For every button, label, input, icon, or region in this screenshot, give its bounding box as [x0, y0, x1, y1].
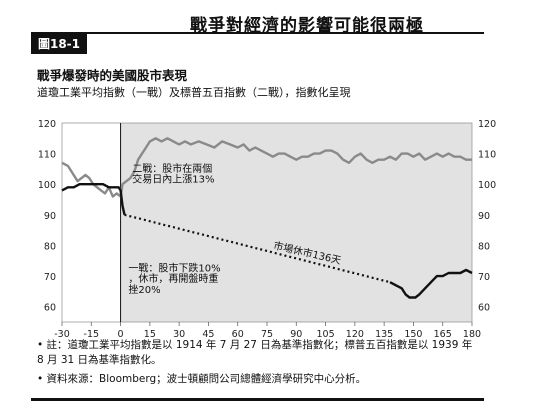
y-tick-label-left: 60: [44, 303, 56, 314]
x-tick-label: 90: [290, 329, 302, 340]
footer-rule: [31, 398, 484, 401]
y-tick-label-left: 80: [44, 241, 56, 252]
annotation-wwii-label-2: 交易日內上漲13%: [132, 173, 214, 186]
annotation-wwi-label-2: ，休市，再開盤時重: [128, 272, 218, 285]
figure-label: 圖18-1: [31, 34, 87, 54]
y-tick-label-left: 90: [44, 211, 56, 222]
annotation-wwi-label-3: 挫20%: [128, 283, 160, 296]
y-tick-label-right: 90: [478, 211, 490, 222]
x-tick-label: 165: [434, 329, 452, 340]
wwi-series-line: [61, 183, 126, 216]
x-tick-label: 120: [346, 329, 364, 340]
figure-title: 戰爭對經濟的影響可能很兩極: [190, 16, 424, 36]
header-rule: [31, 32, 484, 34]
y-tick-label-right: 60: [478, 303, 490, 314]
chart-subtitle: 道瓊工業平均指數（一戰）及標普五百指數（二戰），指數化呈現: [37, 86, 351, 99]
chart-source: • 資料來源：Bloomberg；波士頓顧問公司總體經濟學研究中心分析。: [37, 373, 367, 385]
y-tick-label-left: 110: [38, 150, 56, 161]
plot-background: [62, 123, 472, 322]
x-tick-label: 30: [173, 329, 185, 340]
x-tick-label: -30: [54, 329, 70, 340]
pre-war-region: [62, 123, 121, 322]
y-tick-label-right: 100: [478, 180, 496, 191]
x-tick-label: 135: [375, 329, 393, 340]
wwii-series-line: [61, 137, 472, 198]
x-tick-label: 150: [404, 329, 422, 340]
x-tick-label: -15: [84, 329, 100, 340]
annotation-wwii-label-1: 二戰：股市在兩個: [132, 162, 212, 175]
y-tick-label-left: 100: [38, 180, 56, 191]
y-tick-label-right: 120: [478, 119, 496, 130]
y-tick-label-right: 80: [478, 241, 490, 252]
x-tick-label: 45: [202, 329, 214, 340]
chart-note: • 註：道瓊工業平均指數是以 1914 年 7 月 27 日為基準指數化；標普五…: [37, 339, 473, 366]
chart-title: 戰爭爆發時的美國股市表現: [37, 68, 188, 83]
y-tick-label-right: 110: [478, 150, 496, 161]
x-tick-label: 75: [261, 329, 273, 340]
annotation-wwi-label-1: 一戰：股市下跌10%: [128, 261, 220, 274]
y-tick-label-left: 120: [38, 119, 56, 130]
y-tick-label-left: 70: [44, 272, 56, 283]
x-tick-label: 0: [118, 329, 124, 340]
x-tick-label: 105: [317, 329, 335, 340]
x-tick-label: 180: [463, 329, 481, 340]
y-tick-label-right: 70: [478, 272, 490, 283]
wwi-series-line: [389, 268, 473, 299]
x-tick-label: 60: [232, 329, 244, 340]
wwi-closure-line: [124, 213, 391, 284]
x-tick-label: 15: [144, 329, 156, 340]
